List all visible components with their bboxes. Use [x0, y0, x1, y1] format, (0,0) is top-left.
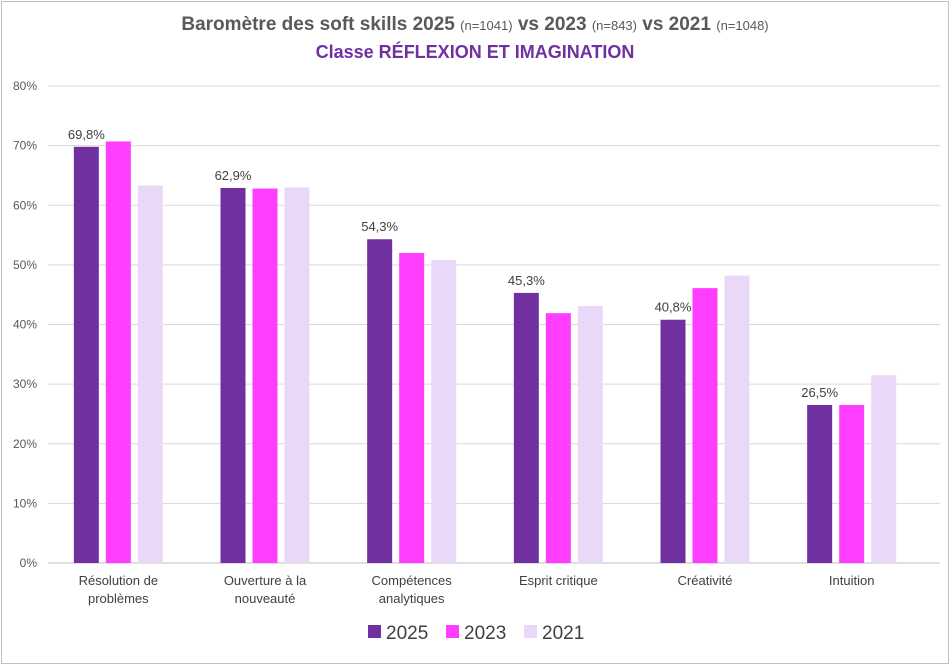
bar-2021 [137, 185, 163, 564]
data-label: 62,9% [215, 168, 252, 183]
legend-swatch-2021 [524, 625, 537, 638]
data-label: 54,3% [361, 219, 398, 234]
bar-2023 [252, 188, 278, 563]
legend-swatch-2023 [446, 625, 459, 638]
title-n2025: (n=1041) [460, 18, 513, 33]
x-tick-label: problèmes [88, 591, 149, 606]
bar-2025 [660, 319, 686, 563]
x-tick-label: Créativité [678, 573, 733, 588]
legend-label-2021: 2021 [542, 623, 584, 644]
gridlines [48, 85, 940, 564]
bar-2025 [220, 187, 246, 564]
y-tick-label: 30% [13, 377, 37, 391]
bar-2025 [73, 146, 99, 563]
y-tick-label: 0% [20, 556, 38, 570]
data-label: 69,8% [68, 127, 105, 142]
legend-swatch-2025 [368, 625, 381, 638]
bar-2021 [577, 306, 603, 563]
x-tick-label: Compétences [372, 573, 453, 588]
bar-2021 [431, 260, 457, 563]
y-tick-label: 10% [13, 496, 37, 510]
y-tick-label: 60% [13, 198, 37, 212]
bar-2025 [367, 239, 393, 563]
x-tick-label: Résolution de [79, 573, 159, 588]
bar-2023 [545, 313, 571, 563]
title-n2023: (n=843) [591, 18, 637, 33]
title-n2021: (n=1048) [716, 18, 769, 33]
bar-2023 [105, 141, 131, 564]
x-tick-label: Ouverture à la [224, 573, 307, 588]
x-tick-label: nouveauté [235, 591, 296, 606]
x-tick-label: Esprit critique [519, 573, 598, 588]
title-main: Baromètre des soft skills 2025 [181, 14, 455, 35]
bar-2021 [284, 187, 310, 564]
data-labels: 69,8% 62,9% 54,3% 45,3% 40,8% 26,5% [68, 127, 839, 400]
y-tick-label: 20% [13, 437, 37, 451]
bar-2021 [724, 275, 750, 563]
chart-title: Baromètre des soft skills 2025 (n=1041) … [0, 14, 950, 36]
y-tick-label: 80% [13, 79, 37, 93]
bar-2025 [513, 292, 539, 563]
title-vs2021: vs 2021 [642, 14, 711, 35]
x-tick-label: Intuition [829, 573, 875, 588]
legend: 2025 2023 2021 [368, 623, 584, 644]
y-tick-label: 50% [13, 258, 37, 272]
y-tick-label: 70% [13, 139, 37, 153]
x-tick-label: analytiques [379, 591, 445, 606]
data-label: 45,3% [508, 273, 545, 288]
bar-2021 [871, 375, 897, 563]
legend-label-2023: 2023 [464, 623, 506, 644]
bar-2023 [399, 252, 425, 563]
x-axis-ticks: Résolution de problèmes Ouverture à la nouv… [79, 573, 875, 606]
y-tick-label: 40% [13, 318, 37, 332]
bar-2023 [692, 288, 718, 563]
legend-label-2025: 2025 [386, 623, 428, 644]
bar-2023 [839, 404, 865, 563]
chart-subtitle: Classe RÉFLEXION ET IMAGINATION [315, 42, 635, 62]
title-vs2023: vs 2023 [517, 14, 587, 35]
y-axis-ticks: 0% 10% 20% 30% 40% 50% 60% 70% 80% [13, 79, 37, 570]
data-label: 40,8% [655, 300, 692, 315]
bar-2025 [807, 404, 833, 563]
data-label: 26,5% [801, 385, 838, 400]
bars [73, 141, 897, 564]
